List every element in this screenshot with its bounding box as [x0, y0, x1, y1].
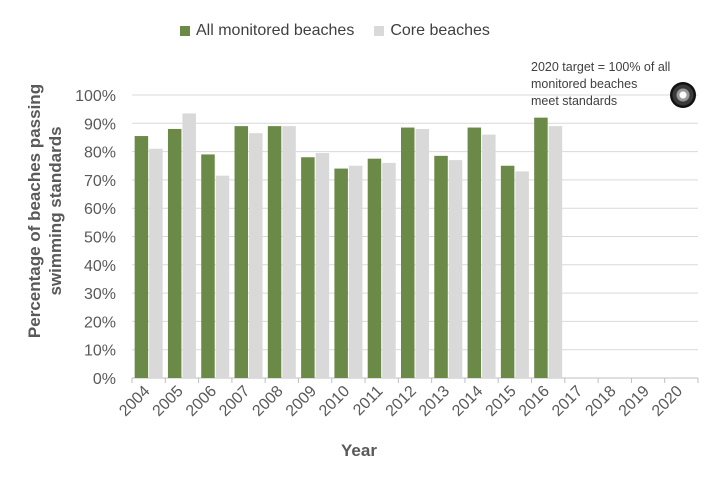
y-tick-label: 40%: [84, 258, 116, 275]
y-tick-label: 30%: [84, 286, 116, 303]
legend-swatch-core: [374, 26, 385, 36]
x-tick-label: 2020: [649, 383, 686, 420]
x-tick-label: 2019: [616, 383, 653, 420]
bar-core-2006: [215, 175, 230, 378]
x-tick-label: 2014: [449, 383, 486, 420]
x-tick-label: 2009: [283, 383, 320, 420]
x-tick-label: 2011: [350, 383, 386, 419]
legend-item-all-monitored: All monitored beaches: [180, 22, 354, 40]
x-tick-label: 2012: [383, 383, 420, 420]
legend-swatch-all-monitored: [180, 26, 190, 36]
x-tick-label: 2007: [216, 383, 253, 420]
x-tick-label: 2006: [183, 383, 220, 420]
bar-all-monitored-2010: [334, 168, 348, 378]
bar-core-2008: [282, 126, 296, 378]
y-tick-label: 80%: [84, 145, 116, 162]
bar-core-2016: [548, 126, 563, 378]
x-tick-label: 2010: [316, 383, 353, 420]
y-tick-label: 10%: [84, 343, 116, 360]
y-tick-label: 20%: [84, 314, 116, 331]
chart-legend: All monitored beaches Core beaches: [180, 22, 510, 40]
y-tick-label: 50%: [84, 230, 116, 247]
bar-all-monitored-2007: [234, 126, 249, 378]
bar-core-2013: [448, 160, 463, 378]
bar-core-2009: [315, 153, 330, 378]
bar-core-2011: [382, 162, 396, 378]
bar-core-2012: [415, 128, 429, 378]
bar-core-2010: [348, 165, 363, 378]
y-axis-title: Percentage of beaches passing swimming st…: [25, 84, 65, 338]
legend-label-all-monitored: All monitored beaches: [196, 22, 355, 39]
x-tick-label: 2017: [549, 383, 586, 420]
y-tick-label: 60%: [84, 201, 116, 218]
x-axis-title: Year: [341, 441, 377, 460]
y-tick-label: 70%: [84, 173, 116, 190]
x-tick-label: 2004: [116, 383, 153, 420]
bar-core-2014: [482, 134, 496, 378]
x-tick-label: 2015: [483, 383, 520, 420]
y-tick-label: 90%: [84, 116, 116, 133]
bar-all-monitored-2016: [534, 117, 548, 378]
x-tick-label: 2013: [416, 383, 453, 420]
x-tick-label: 2008: [249, 383, 286, 420]
bar-core-2004: [149, 148, 163, 378]
bar-all-monitored-2011: [367, 158, 382, 378]
legend-label-core: Core beaches: [390, 22, 490, 39]
y-tick-label: 0%: [93, 371, 116, 388]
target-icon: [670, 82, 696, 108]
bar-core-2015: [515, 171, 529, 378]
bar-all-monitored-2012: [401, 127, 415, 378]
x-tick-label: 2005: [150, 383, 187, 420]
bar-all-monitored-2008: [267, 126, 282, 378]
bar-core-2005: [182, 113, 196, 379]
legend-item-core: Core beaches: [374, 22, 490, 40]
bar-all-monitored-2005: [167, 128, 182, 378]
x-tick-label: 2016: [516, 383, 553, 420]
bar-all-monitored-2015: [500, 165, 515, 378]
bar-all-monitored-2014: [467, 127, 482, 378]
bar-core-2007: [249, 133, 263, 378]
bar-all-monitored-2009: [301, 157, 315, 378]
x-tick-label: 2018: [582, 383, 619, 420]
y-tick-label: 100%: [75, 88, 116, 105]
bar-all-monitored-2004: [134, 136, 149, 378]
bar-all-monitored-2006: [201, 154, 215, 378]
target-annotation: 2020 target = 100% of all monitored beac…: [531, 60, 671, 108]
bar-all-monitored-2013: [434, 155, 448, 378]
